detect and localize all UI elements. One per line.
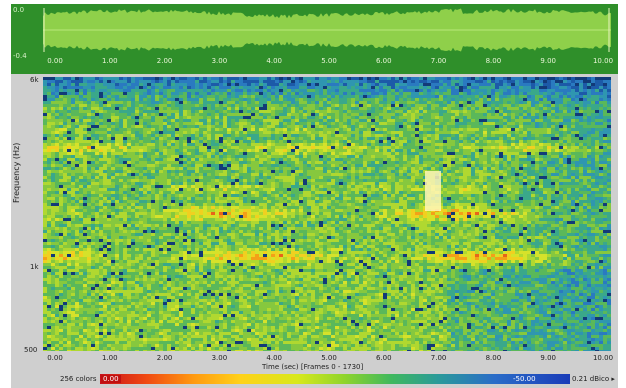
waveform-x-tick-2: 2.00 bbox=[156, 57, 173, 65]
spectrogram-x-tick-8: 8.00 bbox=[485, 354, 502, 362]
spectrogram-x-tick-10: 10.00 bbox=[592, 354, 614, 362]
waveform-x-tick-10: 10.00 bbox=[592, 57, 614, 65]
spectrogram-x-tick-2: 2.00 bbox=[156, 354, 173, 362]
waveform-x-tick-6: 6.00 bbox=[376, 57, 392, 65]
waveform-x-tick-5: 5.00 bbox=[321, 57, 337, 65]
spectrogram-cells bbox=[43, 77, 611, 351]
spectrogram-x-axis-label: Time (sec) [Frames 0 - 1730] bbox=[262, 363, 364, 371]
spectrogram-x-tick-9: 9.00 bbox=[540, 354, 556, 362]
colorbar-min-value: 0.00 bbox=[101, 375, 121, 383]
colorbar-right-label: 0.21 dBico ▸ bbox=[572, 375, 615, 383]
waveform-x-tick-3: 3.00 bbox=[211, 57, 228, 65]
spectrogram-x-tick-1: 1.00 bbox=[102, 354, 118, 362]
spectrogram-y-axis-label: Frequency (Hz) bbox=[12, 142, 21, 203]
spectrogram-plot[interactable] bbox=[43, 77, 611, 351]
waveform-y-bottom-label: -0.4 bbox=[13, 52, 27, 60]
waveform-x-tick-7: 7.00 bbox=[430, 57, 447, 65]
spectrogram-x-tick-3: 3.00 bbox=[211, 354, 228, 362]
spectrogram-x-tick-7: 7.00 bbox=[430, 354, 447, 362]
spectrogram-x-tick-4: 4.00 bbox=[266, 354, 282, 362]
waveform-x-tick-9: 9.00 bbox=[540, 57, 556, 65]
y-tick-6k: 6k bbox=[30, 76, 39, 84]
spectrogram-x-tick-6: 6.00 bbox=[376, 354, 392, 362]
waveform-x-tick-4: 4.00 bbox=[266, 57, 282, 65]
y-tick-1k: 1k bbox=[30, 263, 39, 271]
waveform-y-top-label: 0.0 bbox=[13, 6, 25, 14]
spectrogram-x-tick-0: 0.00 bbox=[47, 354, 63, 362]
spectrogram-x-tick-5: 5.00 bbox=[321, 354, 337, 362]
waveform-x-tick-8: 8.00 bbox=[485, 57, 502, 65]
colorbar-gradient[interactable] bbox=[100, 374, 570, 384]
colorbar-left-label: 256 colors bbox=[60, 375, 97, 383]
y-tick-500: 500 bbox=[24, 346, 38, 354]
waveform-plot[interactable] bbox=[43, 6, 611, 54]
colorbar-max-value: -50.00 bbox=[513, 375, 536, 383]
waveform-x-tick-0: 0.00 bbox=[47, 57, 63, 65]
waveform-x-tick-1: 1.00 bbox=[102, 57, 118, 65]
